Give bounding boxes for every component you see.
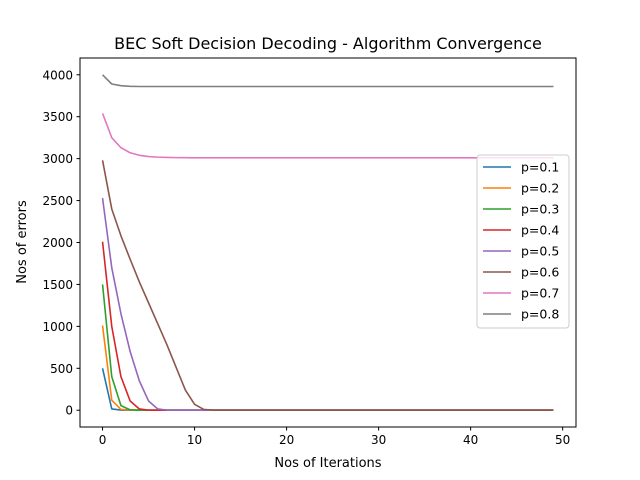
legend-label: p=0.6 (521, 265, 559, 280)
y-tick-label: 2000 (42, 236, 73, 250)
x-tick-label: 10 (187, 433, 202, 447)
chart-title: BEC Soft Decision Decoding - Algorithm C… (114, 34, 542, 53)
legend-label: p=0.5 (521, 244, 559, 259)
legend-label: p=0.3 (521, 202, 559, 217)
legend-items: p=0.1 p=0.2 p=0.3 p=0.4 p=0.5 p=0.6 p=0.7 p=0.8 (483, 160, 559, 322)
y-tick-label: 3500 (42, 110, 73, 124)
legend-box (476, 154, 570, 329)
y-tick-label: 1000 (42, 320, 73, 334)
y-axis-label: Nos of errors (15, 200, 30, 284)
legend-label: p=0.2 (521, 181, 559, 196)
legend-label: p=0.7 (521, 286, 559, 301)
y-tick-label: 0 (65, 404, 73, 418)
series-line-p=0.8 (101, 74, 554, 88)
x-axis-ticks: 0 10 20 30 40 50 (99, 427, 570, 447)
y-axis-ticks: 0 500 1000 1500 2000 2500 3000 3500 4000 (42, 68, 80, 418)
x-tick-label: 40 (463, 433, 478, 447)
y-tick-label: 500 (50, 362, 73, 376)
x-tick-label: 50 (555, 433, 570, 447)
y-tick-label: 4000 (42, 68, 73, 82)
legend-label: p=0.1 (521, 160, 559, 175)
y-tick-label: 3000 (42, 152, 73, 166)
series-line-p=0.6 (101, 160, 554, 412)
legend: p=0.1 p=0.2 p=0.3 p=0.4 p=0.5 p=0.6 p=0.7 p=0.8 (476, 154, 570, 329)
y-tick-label: 2500 (42, 194, 73, 208)
y-tick-label: 1500 (42, 278, 73, 292)
x-tick-label: 20 (279, 433, 294, 447)
x-tick-label: 30 (371, 433, 386, 447)
x-axis-label: Nos of Iterations (274, 456, 381, 471)
x-tick-label: 0 (99, 433, 107, 447)
legend-label: p=0.4 (521, 223, 559, 238)
legend-label: p=0.8 (521, 307, 559, 322)
